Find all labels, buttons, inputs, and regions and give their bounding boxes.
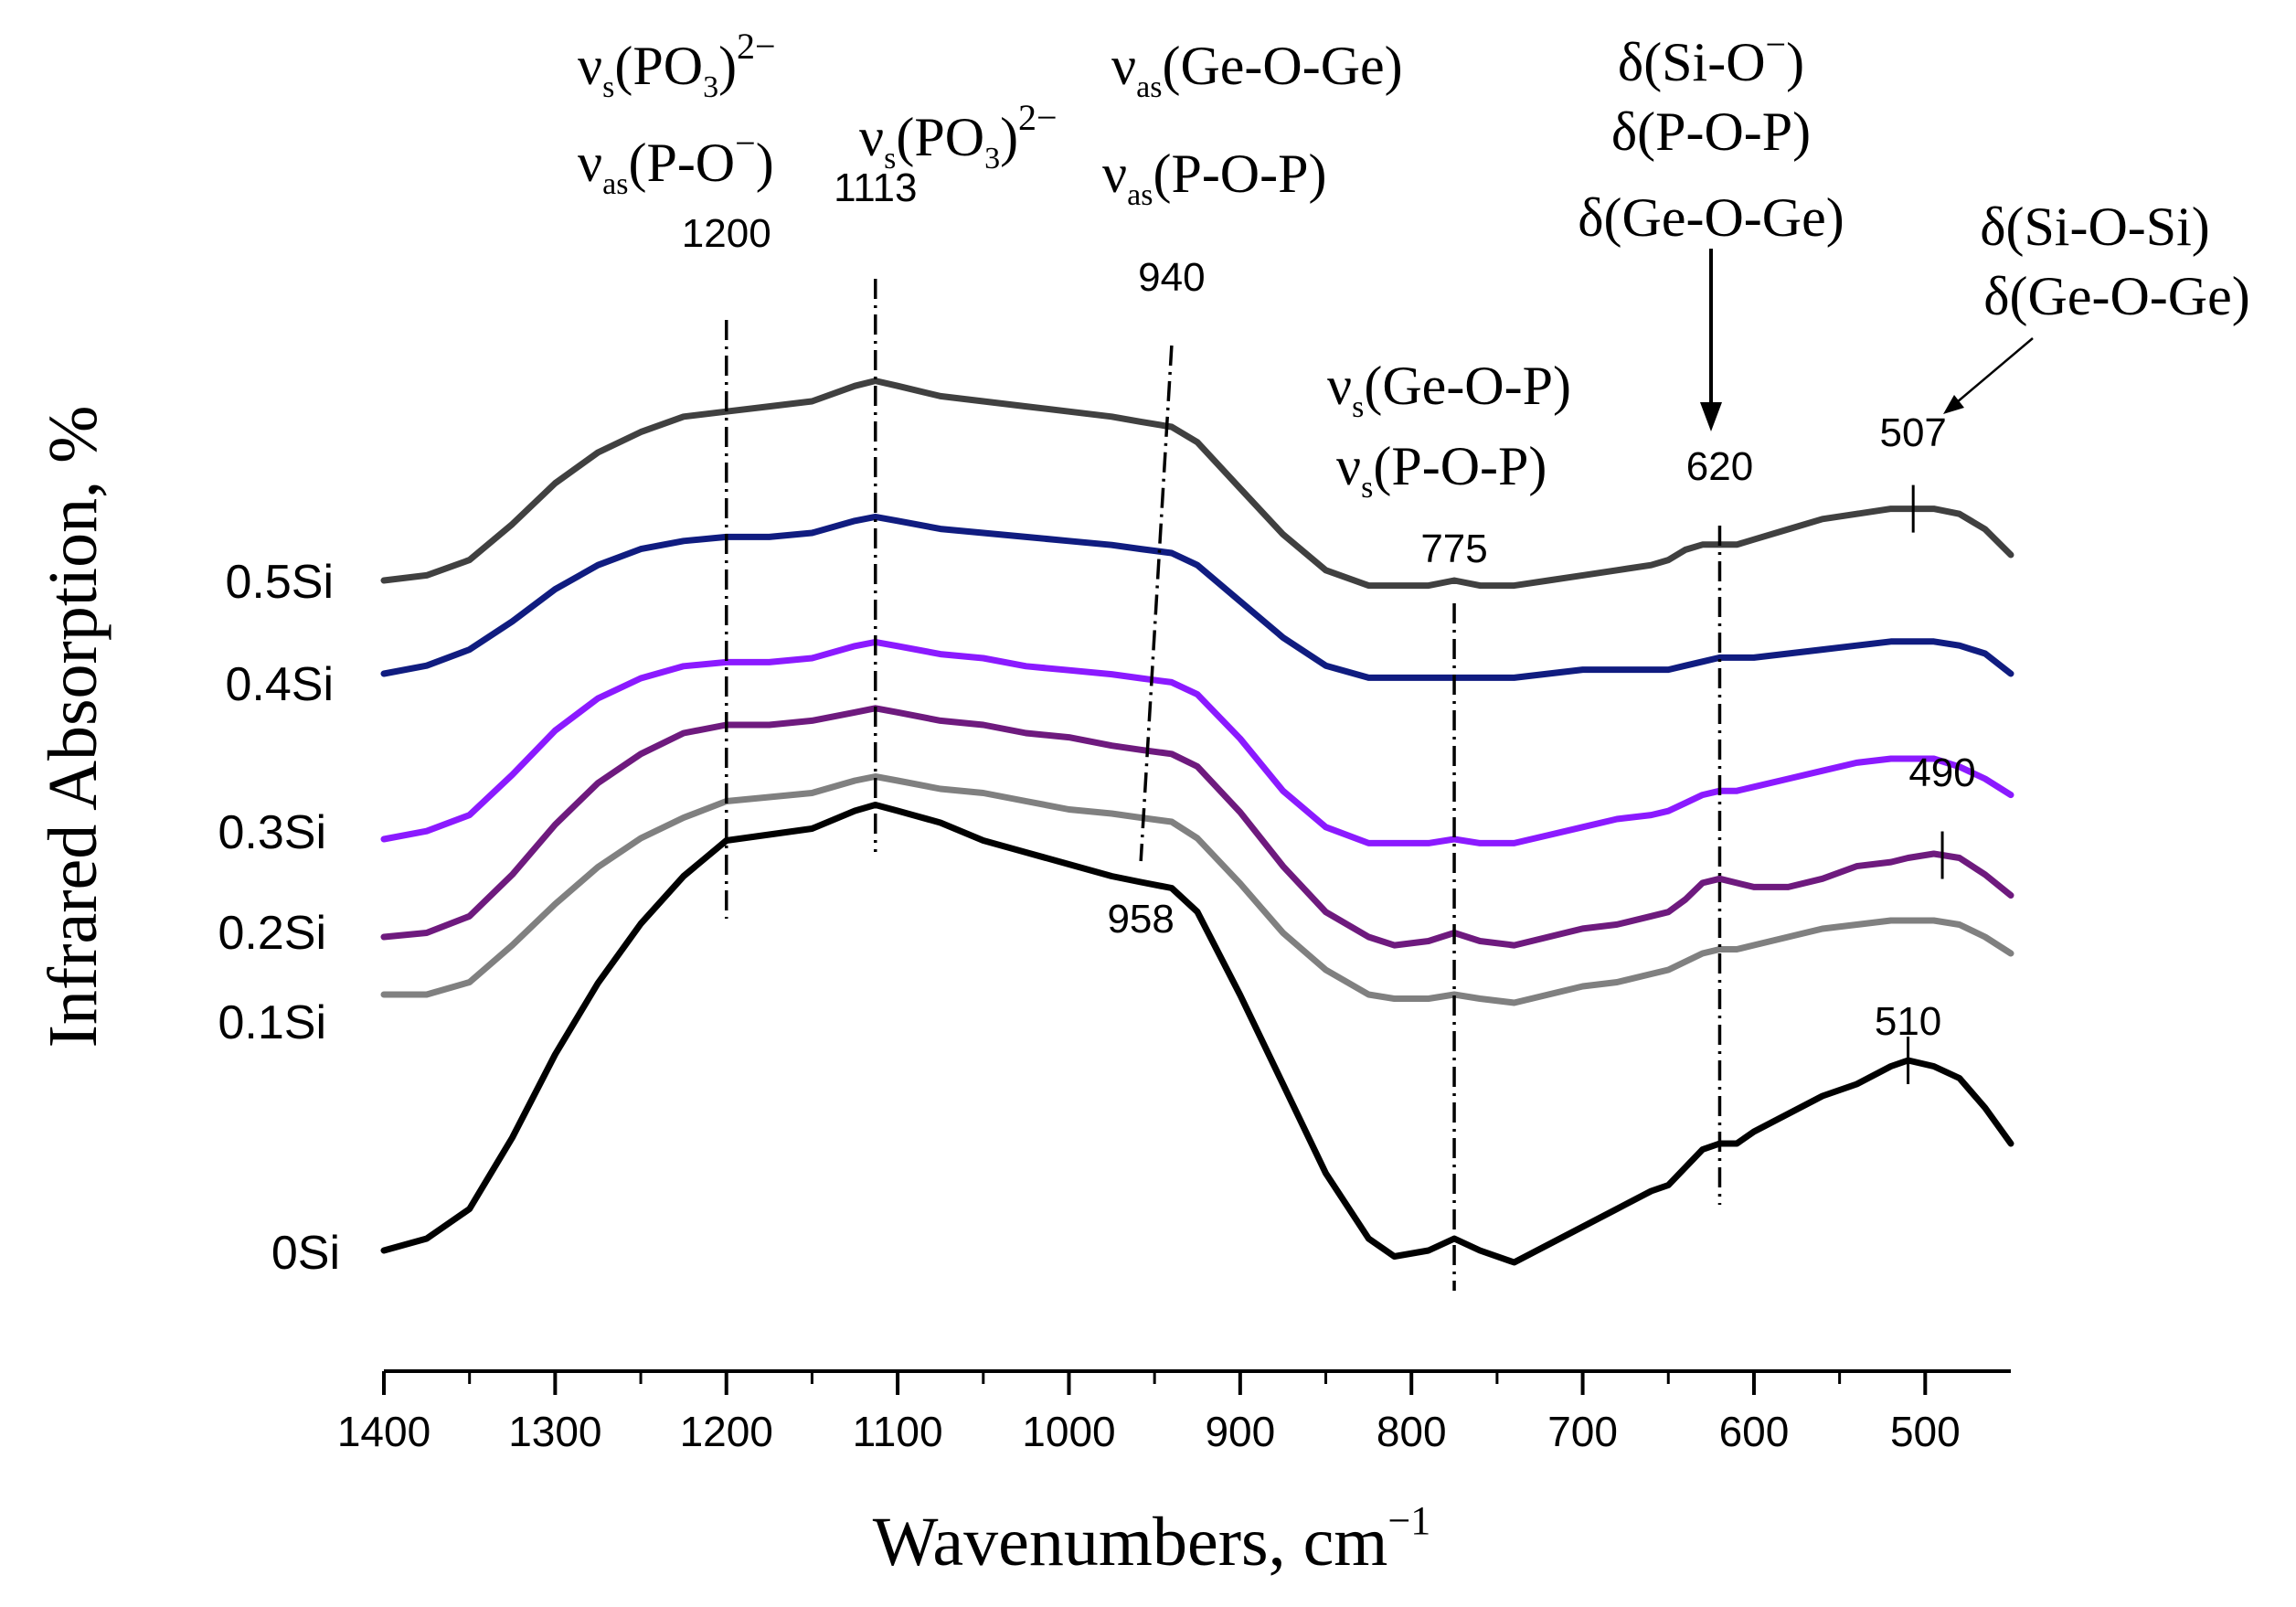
svg-text:νs(PO3)2−: νs(PO3)2−	[578, 26, 776, 104]
annotation-507: δ(Si-O-Si) δ(Ge-O-Ge)	[1943, 197, 2250, 414]
series-line-0-2Si	[380, 705, 2014, 949]
x-axis-title-sup: −1	[1387, 1498, 1430, 1543]
peak-label: 1200	[682, 211, 771, 256]
annotation-620-arrowhead	[1700, 402, 1722, 431]
series-line-0-4Si	[380, 513, 2014, 681]
peak-label: 490	[1908, 750, 1975, 795]
peak-label: 940	[1138, 255, 1205, 300]
annotation-940: νas(Ge-O-Ge) νas(P-O-P)	[1102, 36, 1403, 212]
series-line-0-5Si	[380, 378, 2014, 590]
x-tick-label: 900	[1205, 1408, 1275, 1455]
x-tick-label: 1100	[853, 1408, 943, 1455]
annotation-775: νs(Ge-O-P) νs(P-O-P)	[1327, 356, 1571, 505]
series-label: 0.2Si	[218, 907, 326, 960]
x-tick-label: 1000	[1022, 1408, 1115, 1455]
series-label: 0.5Si	[225, 556, 334, 609]
y-axis-title: Infrared Absorption, %	[35, 406, 112, 1048]
annotation-507-arrowhead	[1943, 395, 1964, 414]
series-line-0-3Si	[380, 638, 2014, 846]
x-tick-label: 800	[1377, 1408, 1447, 1455]
svg-text:δ(Ge-O-Ge): δ(Ge-O-Ge)	[1578, 187, 1844, 248]
svg-text:δ(Ge-O-Ge): δ(Ge-O-Ge)	[1983, 266, 2249, 326]
x-tick-label: 500	[1890, 1408, 1961, 1455]
svg-text:νas(P-O-P): νas(P-O-P)	[1102, 144, 1326, 212]
series-label: 0Si	[271, 1227, 340, 1280]
peak-line	[1139, 345, 1174, 862]
peak-label: 510	[1875, 999, 1941, 1044]
annotation-620: δ(Si-O−) δ(P-O-P) δ(Ge-O-Ge)	[1578, 24, 1844, 431]
annotation-1113: νs(PO3)2−	[859, 97, 1058, 176]
x-axis-title-main: Wavenumbers, cm	[873, 1504, 1388, 1580]
series-labels: 0Si 0.1Si 0.2Si 0.3Si 0.4Si 0.5Si	[218, 556, 340, 1280]
series-line-0Si	[380, 802, 2014, 1266]
svg-text:δ(Si-O-Si): δ(Si-O-Si)	[1980, 197, 2210, 257]
peak-marker-lines: 1200 1113 940 958 775 620 507 490 510	[682, 165, 1976, 1291]
peak-label: 958	[1107, 897, 1174, 942]
svg-text:νs(Ge-O-P): νs(Ge-O-P)	[1327, 356, 1571, 424]
svg-text:Wavenumbers, cm−1: Wavenumbers, cm−1	[873, 1498, 1431, 1580]
svg-text:νas(P-O−): νas(P-O−)	[578, 122, 774, 201]
annotation-1200: νs(PO3)2− νas(P-O−)	[578, 26, 776, 201]
svg-text:νs(PO3)2−: νs(PO3)2−	[859, 97, 1058, 176]
series-label: 0.3Si	[218, 806, 326, 859]
x-tick-label: 1200	[680, 1408, 773, 1455]
series-line-0-1Si	[380, 773, 2014, 1006]
peak-label: 620	[1686, 444, 1753, 489]
peak-label: 507	[1879, 410, 1946, 455]
x-axis-title: Wavenumbers, cm−1	[873, 1498, 1431, 1580]
peak-label: 775	[1420, 527, 1487, 571]
svg-text:δ(P-O-P): δ(P-O-P)	[1611, 101, 1811, 162]
x-tick-label: 1400	[337, 1408, 430, 1455]
annotation-507-arrow	[1950, 337, 2034, 409]
peak-label: 1113	[834, 165, 917, 210]
x-tick-label: 600	[1719, 1408, 1790, 1455]
svg-text:νas(Ge-O-Ge): νas(Ge-O-Ge)	[1111, 36, 1403, 104]
series-label: 0.1Si	[218, 996, 326, 1049]
x-axis: 1400 1300 1200 1100 1000 900 800 700 600 500	[337, 1369, 2011, 1455]
spectra-series	[380, 378, 2014, 1266]
svg-text:νs(P-O-P): νs(P-O-P)	[1336, 436, 1547, 505]
x-tick-label: 700	[1547, 1408, 1618, 1455]
svg-text:δ(Si-O−): δ(Si-O−)	[1618, 24, 1804, 92]
series-label: 0.4Si	[225, 658, 334, 711]
x-tick-label: 1300	[508, 1408, 601, 1455]
